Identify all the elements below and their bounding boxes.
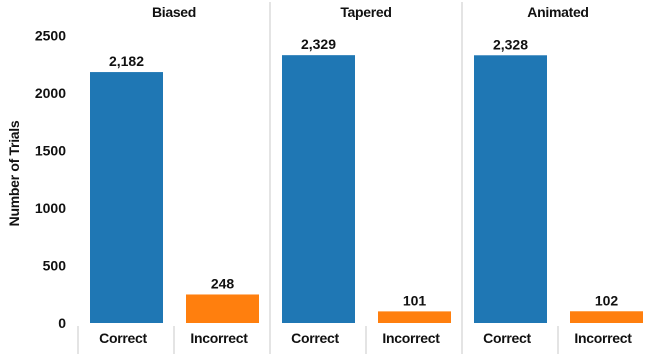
bar-correct: [90, 72, 163, 323]
data-label: 248: [211, 275, 235, 291]
panel-animated: Animated 2,328 Correct 102 Incorrect: [461, 2, 643, 354]
y-tick-label: 2500: [35, 28, 66, 44]
bar-incorrect: [570, 311, 643, 323]
category-label: Correct: [291, 330, 339, 346]
data-label: 102: [595, 292, 619, 308]
chart-panels: Biased2,182Correct248IncorrectTapered2,3…: [77, 2, 643, 354]
category-label: Incorrect: [382, 330, 440, 346]
y-tick-label: 1500: [35, 143, 66, 159]
panel-title: Biased: [152, 4, 196, 20]
data-label: 2,329: [301, 36, 336, 52]
bar-incorrect: [186, 294, 259, 323]
bar-correct: [282, 55, 355, 323]
panel-title: Animated: [527, 4, 588, 20]
panel-title: Tapered: [340, 4, 391, 20]
y-tick-label: 500: [43, 258, 67, 274]
y-axis-title: Number of Trials: [6, 120, 22, 226]
panel-biased: Biased 2,182 Correct 248 Incorrect: [90, 4, 259, 354]
category-label: Correct: [483, 330, 531, 346]
category-label: Correct: [99, 330, 147, 346]
y-tick-label: 1000: [35, 200, 66, 216]
y-axis: 0 500 1000 1500 2000 2500 Number of Trials: [6, 28, 66, 332]
bar-correct: [474, 55, 547, 323]
data-label: 101: [403, 292, 427, 308]
category-label: Incorrect: [190, 330, 248, 346]
data-label: 2,182: [109, 53, 144, 69]
bar-incorrect: [378, 311, 451, 323]
category-label: Incorrect: [574, 330, 632, 346]
data-label: 2,328: [493, 36, 528, 52]
y-tick-label: 0: [58, 315, 66, 331]
y-tick-label: 2000: [35, 85, 66, 101]
